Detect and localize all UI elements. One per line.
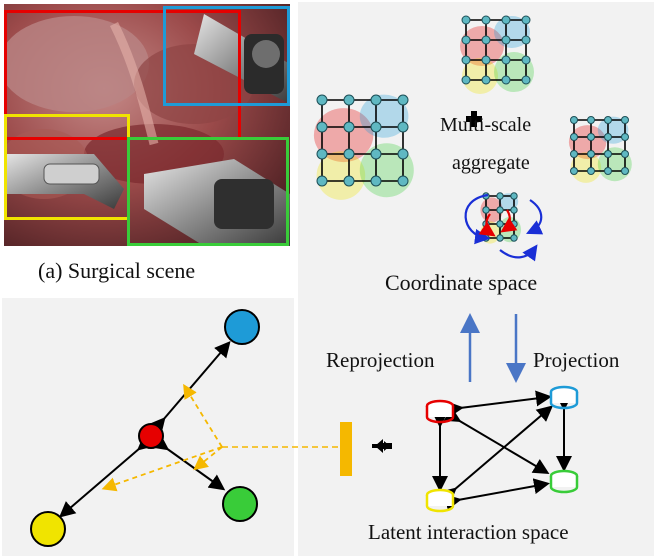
grid-node [521,35,531,45]
grid-node [461,35,471,45]
latent-interaction-space-label: Latent interaction space [368,520,569,544]
grid-node [501,15,511,25]
grid-node [621,133,629,141]
grid-node [510,206,518,214]
grid-node [316,121,328,133]
grid-node [521,75,531,85]
grid-node [587,167,595,175]
grid-large [313,94,414,200]
projection-bar [340,422,352,476]
grid-node [510,192,518,200]
grid-node [510,234,518,242]
grid-node [570,150,578,158]
grid-node [316,175,328,187]
grid-right [568,116,632,183]
grid-node [481,55,491,65]
grid-node [521,15,531,25]
grid-node [501,75,511,85]
grid-node [461,15,471,25]
grid-node [343,148,355,160]
grid-node [343,121,355,133]
coordinate-grids [313,15,632,244]
surgical-scene-caption: (a) Surgical scene [38,258,196,283]
coordinate-space-label: Coordinate space [385,270,538,295]
grid-node [501,35,511,45]
latent-graph-edges [432,390,572,511]
grid-node [570,133,578,141]
grid-node [370,121,382,133]
grid-node [370,94,382,106]
grid-node [316,94,328,106]
latent-node-yellow [425,488,455,513]
latent-node-red [425,399,455,424]
grid-node [510,220,518,228]
grid-node [370,175,382,187]
grid-node [621,167,629,175]
grid-node [482,206,490,214]
grid-node [621,116,629,124]
grid-node [587,133,595,141]
grid-node [397,148,409,160]
grid-node [397,175,409,187]
grid-node [370,148,382,160]
aggregate-label: aggregate [452,152,530,174]
latent-graph-nodes [425,385,579,513]
grid-node [604,133,612,141]
grid-node [481,15,491,25]
aggregate-flow-arrows [464,193,544,262]
interaction-graph-nodes [30,309,260,547]
grid-node [397,94,409,106]
grid-node [496,234,504,242]
node-yellow [30,511,66,547]
arrow-head-shape [375,439,392,453]
grid-node [570,167,578,175]
grid-node [343,175,355,187]
latent-node-green [549,469,579,494]
force-arrows [101,383,223,492]
grid-node [481,75,491,85]
grid-node [343,94,355,106]
grid-node [496,192,504,200]
grid-node [570,116,578,124]
grid-node [604,167,612,175]
grid-node [496,206,504,214]
grid-node [587,116,595,124]
node-green [222,486,258,522]
surgical-scene-image [4,4,290,246]
grid-node [496,220,504,228]
projection-label: Projection [533,348,620,372]
grid-top [460,15,534,94]
grid-node [316,148,328,160]
plus-icon [466,111,482,127]
grid-node [604,116,612,124]
grid-node [621,150,629,158]
reprojection-label: Reprojection [326,348,435,372]
grid-node [501,55,511,65]
grid-node [461,55,471,65]
grid-node [461,75,471,85]
node-blue [224,309,260,345]
grid-node [587,150,595,158]
grid-node [397,121,409,133]
node-red [138,423,164,449]
multi-scale-label: Multi-scale [440,114,532,136]
grid-node [481,35,491,45]
grid-node [604,150,612,158]
grid-node [521,55,531,65]
latent-node-blue [549,385,579,410]
